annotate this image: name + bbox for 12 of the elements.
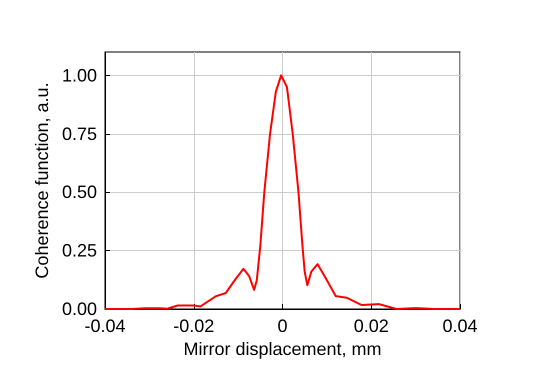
y-tick-label: 0.50 — [62, 182, 97, 202]
y-tick-label: 0.25 — [62, 240, 97, 261]
x-tick-label: -0.04 — [84, 316, 126, 336]
y-axis-title: Coherence function, a.u. — [32, 82, 52, 279]
x-tick-label: 0 — [277, 316, 288, 336]
y-tick-label: 1.00 — [62, 65, 97, 86]
x-tick-label: -0.02 — [173, 316, 214, 336]
x-tick-label: 0.02 — [354, 316, 389, 336]
x-axis-title: Mirror displacement, mm — [183, 338, 382, 359]
x-tick-label: 0.04 — [442, 316, 478, 336]
y-tick-label: 0.75 — [62, 124, 97, 144]
y-tick-label: 0.00 — [62, 299, 97, 319]
